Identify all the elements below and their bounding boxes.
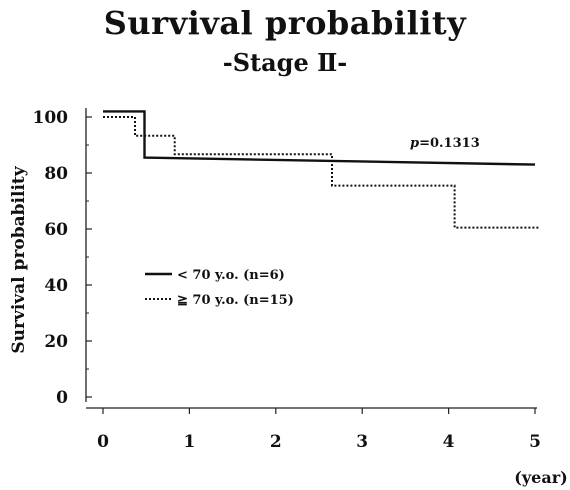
y-tick-label: 0 — [56, 388, 68, 408]
p-value-symbol: p — [410, 136, 419, 151]
legend-label-under-70: < 70 y.o. (n=6) — [177, 268, 285, 283]
series-line-70-and-over — [103, 116, 540, 229]
y-tick-label: 60 — [44, 220, 68, 240]
x-tick-label: 0 — [97, 432, 109, 452]
x-tick-label: 4 — [443, 432, 455, 452]
p-value-text: =0.1313 — [419, 136, 480, 151]
series — [103, 110, 540, 229]
axes — [85, 108, 537, 409]
chart-title: Survival probability — [103, 4, 467, 42]
x-tick-label: 2 — [270, 432, 282, 452]
y-tick-label: 80 — [44, 164, 68, 184]
x-tick-label: 1 — [183, 432, 195, 452]
y-tick-label: 20 — [44, 332, 68, 352]
y-tick-label: 40 — [44, 276, 68, 296]
y-axis-label: Survival probability — [9, 165, 29, 353]
x-axis-label: (year) — [514, 468, 567, 487]
y-tick-label: 100 — [33, 108, 69, 128]
x-tick-label: 3 — [356, 432, 368, 452]
ticks: 0 20 40 60 80 100 0 1 2 3 4 5 — [33, 108, 541, 452]
series-line-under-70 — [103, 110, 536, 166]
legend: < 70 y.o. (n=6) ≧ 70 y.o. (n=15) — [145, 268, 294, 308]
x-tick-label: 5 — [529, 432, 541, 452]
chart-subtitle: -Stage Ⅱ- — [222, 48, 348, 77]
legend-label-70-and-over: ≧ 70 y.o. (n=15) — [177, 293, 294, 308]
p-value-annotation: p=0.1313 — [410, 136, 480, 151]
